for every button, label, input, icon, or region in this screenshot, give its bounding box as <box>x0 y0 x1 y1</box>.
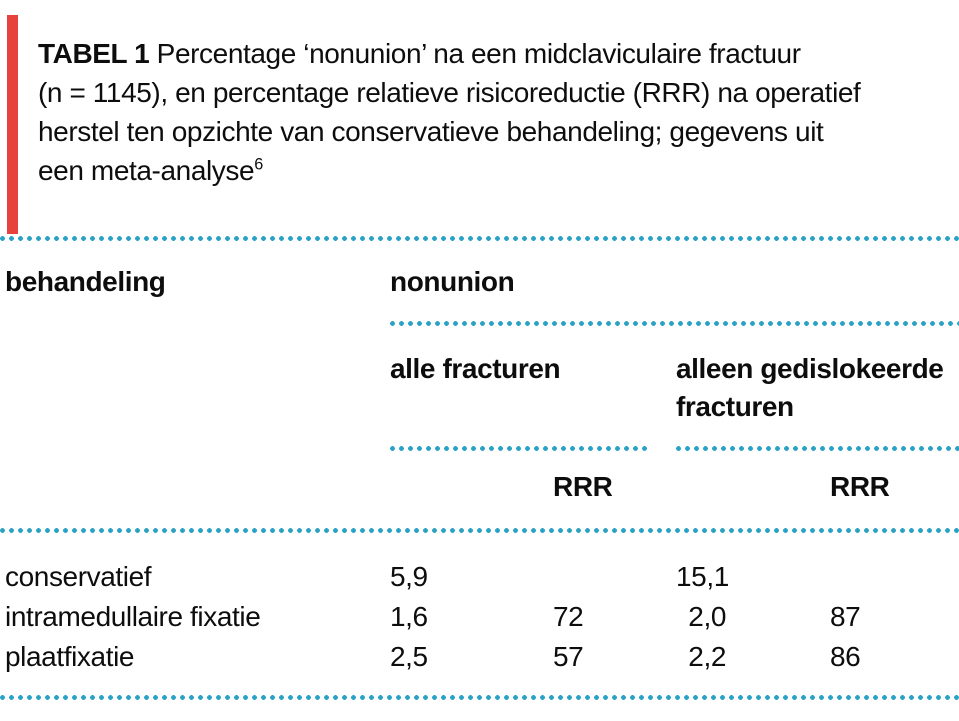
table-caption-line-4: een meta-analyse <box>38 155 255 186</box>
dotted-rule-bottom <box>0 695 959 700</box>
dotted-rule-under-all-fractures <box>390 446 651 451</box>
cell-all-fractures-value: 5,9 <box>390 561 428 592</box>
cell-displaced-value: 2,2 <box>688 641 726 672</box>
column-header-displaced-fractures: alleen gedislokeerde fracturen <box>676 353 944 422</box>
dotted-rule-under-displaced-fractures <box>676 446 959 451</box>
cell-all-fractures-value: 1,6 <box>390 601 428 632</box>
table-header-row-3: RRR RRR <box>0 451 959 502</box>
row-label: plaatfixatie <box>5 641 135 672</box>
cell-displaced-rrr: 87 <box>830 601 861 632</box>
footnote-reference: 6 <box>254 155 263 174</box>
table-row-conservatief: conservatief 5,9 15,1 <box>0 557 959 597</box>
table-caption: TABEL 1 Percentage ‘nonunion’ na een mid… <box>0 0 959 190</box>
table-body: conservatief 5,9 15,1 intramedullaire fi… <box>0 533 959 677</box>
dotted-rule-header-separator <box>0 528 959 533</box>
cell-all-fractures-rrr: 57 <box>553 641 584 672</box>
row-label: intramedullaire fixatie <box>5 601 261 632</box>
table-row-plaatfixatie: plaatfixatie 2,5 57 2,2 86 <box>0 637 959 677</box>
dotted-rules-under-subheaders-row <box>0 446 959 451</box>
column-header-treatment: behandeling <box>5 266 166 297</box>
column-header-nonunion: nonunion <box>390 266 515 297</box>
table-caption-label: TABEL 1 <box>38 38 150 69</box>
table-header-row-1: behandeling nonunion <box>0 241 959 298</box>
red-accent-bar <box>7 15 18 234</box>
cell-all-fractures-rrr: 72 <box>553 601 584 632</box>
column-header-rrr-displaced: RRR <box>830 471 890 502</box>
column-header-all-fractures: alle fracturen <box>390 353 561 384</box>
cell-displaced-value: 15,1 <box>676 561 729 592</box>
dotted-rule-top <box>0 236 959 241</box>
dotted-rule-under-nonunion <box>390 321 959 326</box>
table-header-row-2: alle fracturen alleen gedislokeerde frac… <box>0 326 959 426</box>
table-caption-line-2: (n = 1145), en percentage relatieve risi… <box>38 77 861 108</box>
row-label: conservatief <box>5 561 152 592</box>
cell-displaced-value: 2,0 <box>688 601 726 632</box>
dotted-rule-under-nonunion-row <box>0 321 959 326</box>
cell-displaced-rrr: 86 <box>830 641 861 672</box>
cell-all-fractures-value: 2,5 <box>390 641 428 672</box>
column-header-rrr-all: RRR <box>553 471 613 502</box>
table-row-intramedullaire-fixatie: intramedullaire fixatie 1,6 72 2,0 87 <box>0 597 959 637</box>
table-caption-line-1: Percentage ‘nonunion’ na een midclavicul… <box>149 38 801 69</box>
table-caption-line-3: herstel ten opzichte van conservatieve b… <box>38 116 824 147</box>
